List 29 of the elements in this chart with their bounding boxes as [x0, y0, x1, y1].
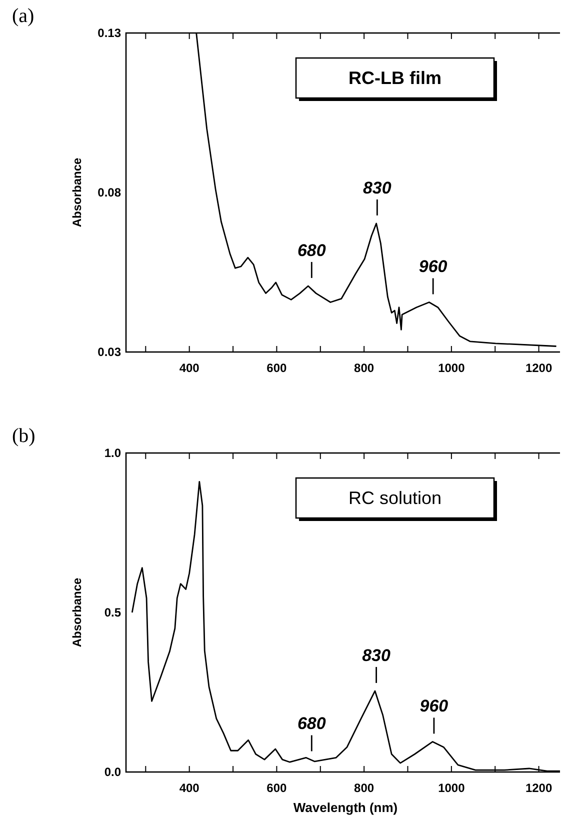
x-tick-label: 1000	[438, 781, 466, 795]
x-tick-label: 800	[354, 361, 374, 375]
x-tick-label: 600	[266, 781, 288, 795]
chart-title: (b)	[12, 425, 36, 447]
y-axis-title: Absorbance	[70, 158, 84, 228]
y-tick-label: 0.5	[104, 606, 122, 620]
x-tick-label: 800	[354, 781, 374, 795]
text: RC solution	[348, 488, 442, 508]
annotation: 680	[297, 240, 326, 260]
y-tick-label: 0.13	[98, 26, 122, 40]
x-tick-label: 400	[179, 361, 200, 375]
annotation: 680	[297, 714, 326, 734]
annotation: 830	[362, 178, 392, 198]
text: RC-LB film	[348, 68, 442, 88]
x-tick-label: 1200	[525, 781, 552, 795]
x-tick-label: 600	[266, 361, 288, 375]
y-tick-label: 0.03	[98, 345, 122, 359]
x-tick-label: 1000	[438, 361, 466, 375]
y-tick-label: 0.0	[104, 765, 122, 779]
annotation: 960	[420, 696, 449, 716]
y-tick-label: 0.08	[98, 186, 122, 200]
y-tick-label: 1.0	[104, 446, 122, 460]
annotation: 960	[418, 257, 448, 276]
x-axis-title: Wavelength (nm)	[293, 800, 398, 815]
annotation: 830	[362, 646, 392, 665]
x-tick-label: 400	[179, 781, 200, 795]
chart-title: (a)	[12, 5, 34, 27]
y-axis-title: Absorbance	[70, 578, 84, 648]
x-tick-label: 1200	[525, 361, 552, 375]
